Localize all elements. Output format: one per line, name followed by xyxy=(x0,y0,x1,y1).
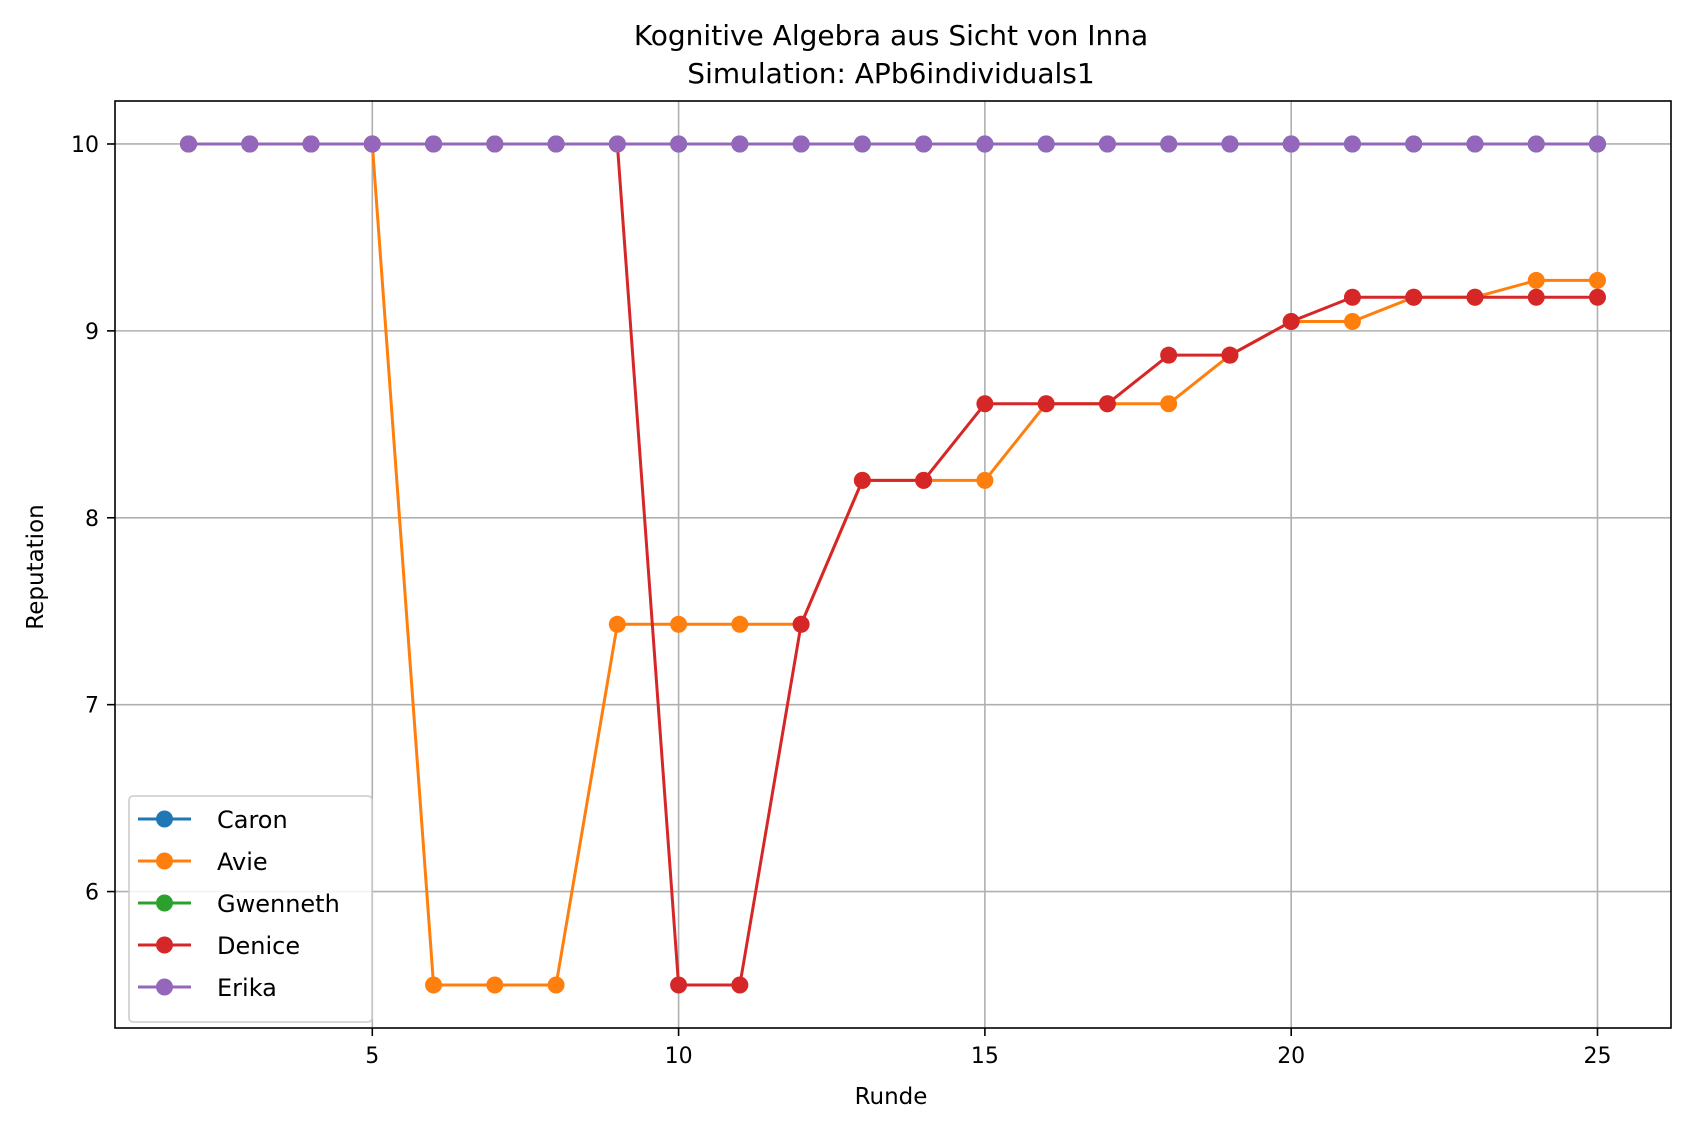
data-point-avie xyxy=(1160,395,1178,413)
x-tick-label: 25 xyxy=(1583,1044,1611,1069)
data-point-denice xyxy=(915,471,933,489)
legend-label-gwenneth: Gwenneth xyxy=(217,890,340,918)
data-point-erika xyxy=(976,135,994,153)
data-point-erika xyxy=(1466,135,1484,153)
legend: Caron Avie Gwenneth Denice Erika xyxy=(128,795,373,1023)
x-tick-label: 10 xyxy=(665,1044,693,1069)
data-point-denice xyxy=(976,395,994,413)
data-point-denice xyxy=(1160,346,1178,364)
data-point-denice xyxy=(1527,288,1545,306)
legend-marker-gwenneth xyxy=(156,894,173,912)
chart-subtitle: Simulation: APb6individuals1 xyxy=(687,57,1094,90)
data-point-erika xyxy=(547,135,565,153)
legend-item-erika: Erika xyxy=(138,974,277,1002)
data-point-denice xyxy=(1282,313,1300,331)
y-tick-label: 6 xyxy=(85,881,99,906)
y-axis: 6 7 8 9 10 xyxy=(71,133,115,906)
legend-label-denice: Denice xyxy=(217,932,300,960)
legend-marker-erika xyxy=(156,978,173,996)
x-axis: 5 10 15 20 25 xyxy=(365,1028,1611,1069)
data-point-avie xyxy=(486,976,504,994)
chart-title: Kognitive Algebra aus Sicht von Inna xyxy=(634,19,1148,52)
data-point-erika xyxy=(1282,135,1300,153)
data-point-erika xyxy=(302,135,320,153)
data-point-avie xyxy=(425,976,443,994)
data-point-erika xyxy=(1405,135,1423,153)
data-point-denice xyxy=(1405,288,1423,306)
data-point-erika xyxy=(486,135,504,153)
y-axis-label: Reputation xyxy=(23,504,49,629)
data-point-denice xyxy=(731,976,749,994)
data-point-erika xyxy=(363,135,381,153)
series-layer xyxy=(180,135,1606,994)
data-point-erika xyxy=(1221,135,1239,153)
data-point-erika xyxy=(915,135,933,153)
data-point-erika xyxy=(731,135,749,153)
data-point-avie xyxy=(670,615,688,633)
x-axis-label: Runde xyxy=(855,1084,928,1110)
data-point-erika xyxy=(1098,135,1116,153)
data-point-erika xyxy=(1343,135,1361,153)
data-point-denice xyxy=(1221,346,1239,364)
data-point-erika xyxy=(670,135,688,153)
data-point-avie xyxy=(976,471,994,489)
legend-label-avie: Avie xyxy=(217,848,268,876)
series-erika xyxy=(180,135,1606,153)
y-tick-label: 9 xyxy=(85,320,99,345)
y-tick-label: 10 xyxy=(71,133,99,158)
data-point-avie xyxy=(1588,271,1606,289)
legend-item-denice: Denice xyxy=(138,932,300,960)
data-point-avie xyxy=(731,615,749,633)
legend-marker-avie xyxy=(156,852,173,870)
data-point-denice xyxy=(1466,288,1484,306)
data-point-erika xyxy=(1588,135,1606,153)
x-tick-label: 5 xyxy=(365,1044,379,1069)
legend-item-avie: Avie xyxy=(138,848,268,876)
legend-box xyxy=(128,795,373,1023)
data-point-erika xyxy=(1160,135,1178,153)
data-point-erika xyxy=(1527,135,1545,153)
legend-item-caron: Caron xyxy=(138,806,288,834)
legend-label-caron: Caron xyxy=(217,806,288,834)
legend-marker-caron xyxy=(156,810,173,828)
y-tick-label: 8 xyxy=(85,507,99,532)
data-point-erika xyxy=(853,135,871,153)
data-point-denice xyxy=(1037,395,1055,413)
data-point-denice xyxy=(1098,395,1116,413)
data-point-avie xyxy=(1527,271,1545,289)
data-point-avie xyxy=(547,976,565,994)
legend-item-gwenneth: Gwenneth xyxy=(138,890,340,918)
data-point-denice xyxy=(792,615,810,633)
x-tick-label: 20 xyxy=(1277,1044,1305,1069)
data-point-erika xyxy=(241,135,259,153)
legend-marker-denice xyxy=(156,936,173,954)
data-point-denice xyxy=(1343,288,1361,306)
data-point-avie xyxy=(608,615,626,633)
plot-frame xyxy=(114,100,1672,1029)
data-point-erika xyxy=(608,135,626,153)
data-point-erika xyxy=(180,135,198,153)
data-point-denice xyxy=(670,976,688,994)
data-point-erika xyxy=(1037,135,1055,153)
data-point-erika xyxy=(425,135,443,153)
data-point-denice xyxy=(853,471,871,489)
x-tick-label: 15 xyxy=(971,1044,999,1069)
data-point-erika xyxy=(792,135,810,153)
legend-label-erika: Erika xyxy=(217,974,277,1002)
data-point-avie xyxy=(1343,313,1361,331)
data-point-denice xyxy=(1588,288,1606,306)
y-tick-label: 7 xyxy=(85,694,99,719)
